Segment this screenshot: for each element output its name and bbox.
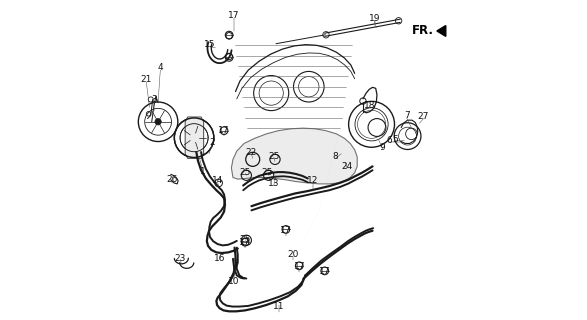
Text: 20: 20 bbox=[287, 251, 299, 260]
Text: 15: 15 bbox=[204, 40, 216, 49]
Polygon shape bbox=[437, 26, 446, 36]
Text: 21: 21 bbox=[141, 75, 152, 84]
Text: 17: 17 bbox=[319, 267, 330, 276]
Polygon shape bbox=[185, 117, 204, 158]
Text: 6: 6 bbox=[386, 136, 392, 145]
Text: 16: 16 bbox=[214, 254, 225, 263]
Text: 7: 7 bbox=[404, 111, 410, 120]
Text: 18: 18 bbox=[364, 101, 376, 110]
Text: 17: 17 bbox=[218, 126, 230, 135]
Text: 25: 25 bbox=[268, 152, 279, 161]
Text: 11: 11 bbox=[273, 302, 284, 311]
Text: 2: 2 bbox=[210, 138, 215, 147]
Text: 27: 27 bbox=[418, 113, 429, 122]
Text: 13: 13 bbox=[268, 180, 279, 188]
Text: 1: 1 bbox=[200, 167, 205, 176]
Text: 17: 17 bbox=[280, 226, 292, 235]
Text: FR.: FR. bbox=[412, 24, 434, 37]
Text: 25: 25 bbox=[239, 235, 251, 244]
Text: 23: 23 bbox=[175, 254, 186, 263]
Text: 12: 12 bbox=[307, 176, 318, 185]
Text: 25: 25 bbox=[239, 168, 251, 177]
Text: 17: 17 bbox=[294, 262, 305, 271]
Text: 24: 24 bbox=[342, 162, 353, 171]
Text: 5: 5 bbox=[393, 135, 399, 144]
Text: 4: 4 bbox=[157, 63, 163, 72]
Text: 10: 10 bbox=[228, 276, 239, 285]
Text: 8: 8 bbox=[333, 152, 339, 161]
Circle shape bbox=[155, 119, 161, 125]
Text: 26: 26 bbox=[166, 175, 177, 184]
Text: 3: 3 bbox=[151, 95, 157, 104]
Text: 17: 17 bbox=[239, 238, 251, 247]
Text: 22: 22 bbox=[246, 148, 257, 157]
Text: 14: 14 bbox=[212, 176, 224, 185]
Text: 17: 17 bbox=[228, 12, 239, 20]
Text: 19: 19 bbox=[369, 14, 380, 23]
Text: 25: 25 bbox=[262, 168, 273, 177]
Text: 9: 9 bbox=[380, 143, 386, 152]
Polygon shape bbox=[231, 128, 357, 184]
